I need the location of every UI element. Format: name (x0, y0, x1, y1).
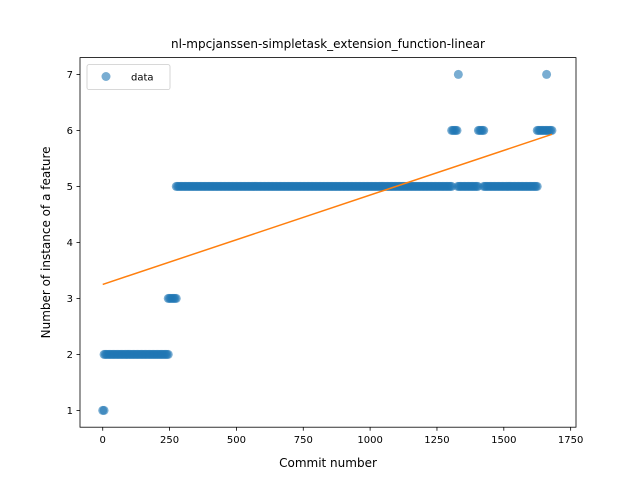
y-axis-label: Number of instance of a feature (39, 146, 53, 338)
axis-ticks: 0 250 500 750 1000 1250 1500 1750 1 2 3 4 5 6 7 (67, 70, 584, 446)
y-tick-label: 4 (67, 238, 73, 249)
x-tick-label: 0 (100, 435, 106, 446)
y-tick-label: 1 (67, 406, 73, 417)
y-tick-label: 3 (67, 294, 73, 305)
x-tick-label: 1500 (491, 435, 516, 446)
y-tick-label: 5 (67, 182, 73, 193)
data-point (171, 293, 181, 303)
x-axis-label: Commit number (279, 456, 377, 470)
data-point (99, 405, 109, 415)
legend-label-data: data (131, 73, 154, 84)
y-tick-label: 2 (67, 350, 73, 361)
y-tick-label: 6 (67, 126, 73, 137)
x-tick-label: 250 (160, 435, 179, 446)
x-tick-label: 1250 (424, 435, 449, 446)
data-point (532, 181, 542, 191)
x-tick-label: 750 (294, 435, 313, 446)
axes-frame (79, 57, 577, 428)
x-tick-label: 1750 (558, 435, 583, 446)
data-point (163, 349, 173, 359)
x-tick-label: 500 (227, 435, 246, 446)
y-tick-label: 7 (67, 70, 73, 81)
data-point (447, 181, 457, 191)
fit-line (102, 133, 553, 286)
legend-marker-data (101, 72, 111, 81)
legend: data (86, 64, 171, 90)
data-point (547, 125, 557, 135)
data-point (542, 69, 552, 79)
data-point (479, 125, 489, 135)
data-point (452, 125, 462, 135)
chart-title: nl-mpcjanssen-simpletask_extension_funct… (171, 37, 485, 51)
legend-box (86, 64, 171, 90)
plot-area (98, 69, 557, 415)
x-tick-label: 1000 (357, 435, 382, 446)
data-point (453, 69, 463, 79)
